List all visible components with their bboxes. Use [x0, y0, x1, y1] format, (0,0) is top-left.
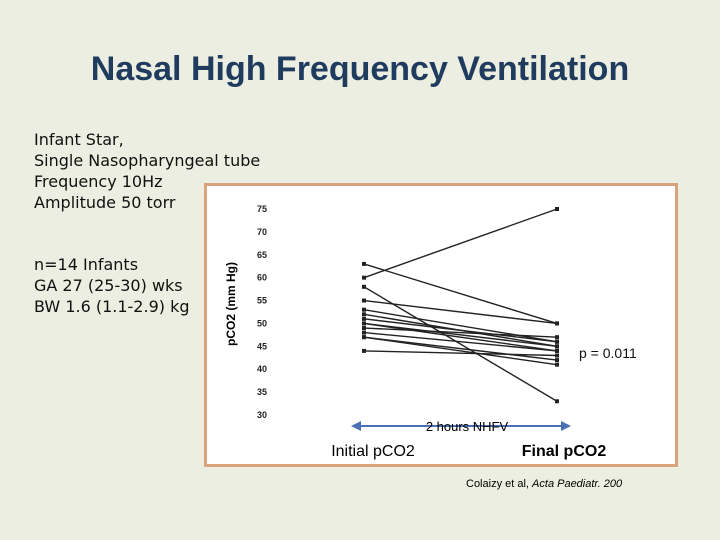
data-point [362, 316, 366, 321]
data-point [362, 330, 366, 335]
data-point [555, 207, 559, 211]
arrow-label: 2 hours NHFV [426, 419, 509, 434]
citation: Colaizy et al, Acta Paediatr. 200 [466, 478, 622, 490]
y-tick-label: 70 [257, 227, 267, 237]
citation-authors: Colaizy et al, [466, 478, 529, 490]
y-tick-label: 30 [257, 410, 267, 420]
data-point [362, 348, 366, 353]
series-line [363, 318, 558, 343]
series-line [363, 336, 558, 366]
y-tick-label: 40 [257, 364, 267, 374]
y-tick-label: 60 [257, 273, 267, 283]
y-axis-label: pCO2 (mm Hg) [224, 262, 238, 346]
category-label-final: Final pCO2 [522, 443, 607, 460]
data-point [555, 348, 559, 353]
series-line [363, 286, 558, 402]
slide-title: Nasal High Frequency Ventilation [90, 50, 630, 88]
series-line [363, 322, 558, 348]
y-tick-label: 35 [257, 387, 267, 397]
data-point [555, 321, 559, 326]
data-point [555, 344, 559, 349]
info-line: Amplitude 50 torr [34, 193, 176, 212]
arrowhead-left [351, 421, 361, 431]
series-line [363, 208, 558, 279]
series-line [363, 322, 558, 352]
population-info: n=14 Infants GA 27 (25-30) wks BW 1.6 (1… [34, 254, 190, 317]
data-point [555, 399, 559, 404]
data-point [362, 321, 366, 326]
data-point [362, 284, 366, 289]
series-line [363, 350, 558, 357]
y-tick-label: 75 [257, 204, 267, 214]
info-line: Frequency 10Hz [34, 172, 163, 191]
y-tick-label: 45 [257, 341, 267, 351]
y-tick-label: 50 [257, 318, 267, 328]
p-value-label: p = 0.011 [579, 345, 637, 361]
data-point [555, 339, 559, 344]
series-line [363, 336, 558, 361]
series-line [363, 331, 558, 352]
chart-frame: pCO2 (mm Hg) 75 70 65 60 55 50 45 40 35 30 p = 0.01… [204, 183, 678, 467]
citation-journal: Acta Paediatr. 200 [532, 478, 623, 490]
series-line [363, 327, 558, 338]
data-point [555, 362, 559, 367]
data-point [362, 326, 366, 331]
info-line: BW 1.6 (1.1-2.9) kg [34, 297, 190, 316]
y-tick-label: 55 [257, 296, 267, 306]
arrowhead-right [561, 421, 571, 431]
data-point [555, 335, 559, 340]
info-line: GA 27 (25-30) wks [34, 276, 183, 295]
pco2-chart: pCO2 (mm Hg) 75 70 65 60 55 50 45 40 35 30 p = 0.01… [224, 204, 637, 460]
info-line: Single Nasopharyngeal tube [34, 151, 261, 170]
info-line: Infant Star, [34, 130, 124, 149]
series-line [363, 299, 558, 325]
category-label-initial: Initial pCO2 [331, 443, 415, 460]
device-settings: Infant Star, Single Nasopharyngeal tube … [34, 129, 260, 213]
data-point [362, 312, 366, 317]
y-tick-label: 65 [257, 250, 267, 260]
data-point [362, 298, 366, 303]
data-point [555, 358, 559, 363]
info-line: n=14 Infants [34, 255, 139, 274]
series-line [363, 263, 558, 325]
data-point [362, 275, 366, 280]
data-point [362, 335, 366, 340]
series-line [363, 309, 558, 343]
data-point [555, 353, 559, 358]
data-point [362, 261, 366, 266]
data-point [362, 307, 366, 312]
